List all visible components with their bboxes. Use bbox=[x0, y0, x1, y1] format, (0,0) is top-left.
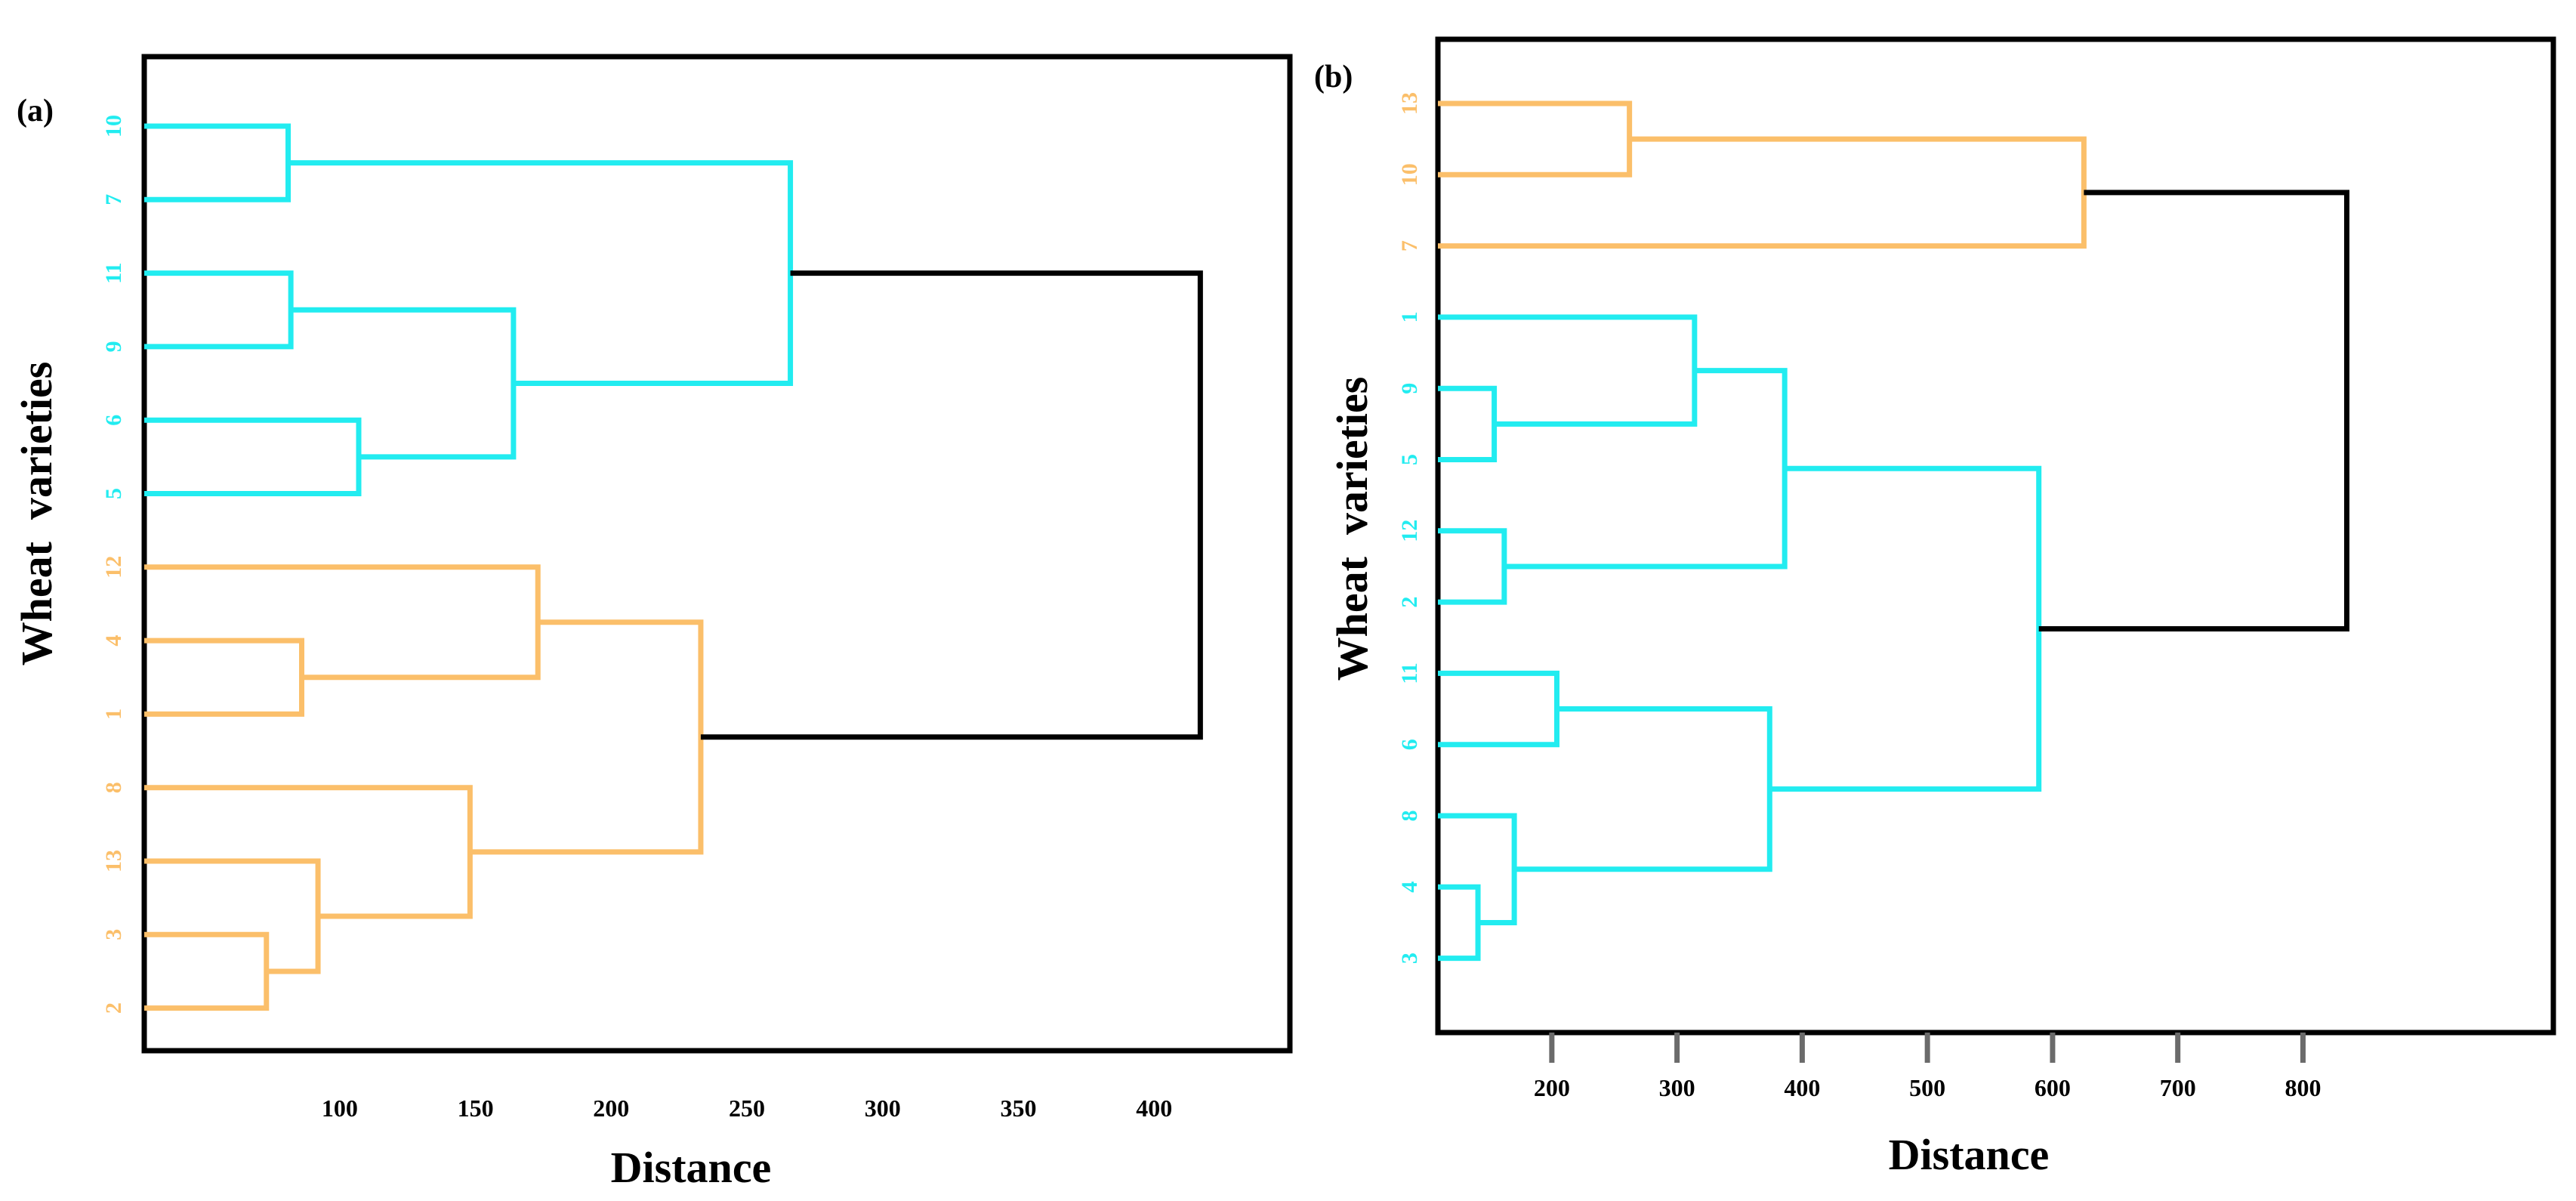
leaf-label: 12 bbox=[101, 556, 126, 579]
x-tick-label: 200 bbox=[1534, 1074, 1570, 1101]
leaf-label: 4 bbox=[1397, 881, 1422, 893]
x-axis-label-b: Distance bbox=[1889, 1130, 2050, 1179]
dendrogram-link bbox=[1438, 528, 1507, 605]
dendrogram-link bbox=[144, 270, 294, 350]
dendrogram-link bbox=[144, 931, 270, 1011]
dendrogram-panel-b: (b) Wheat varieties 13 10 7 1 9 5 12 2 11 6 8 4 3 20… bbox=[1314, 36, 2556, 1179]
dendrogram-link bbox=[144, 417, 362, 496]
leaf-label: 12 bbox=[1397, 520, 1422, 542]
x-tick-label: 500 bbox=[1909, 1074, 1945, 1101]
x-tick-label: 800 bbox=[2284, 1074, 2321, 1101]
dendrogram-link bbox=[144, 123, 292, 202]
leaf-label: 3 bbox=[1397, 952, 1422, 964]
leaf-labels-b: 13 10 7 1 9 5 12 2 11 6 8 4 3 bbox=[1397, 92, 1422, 964]
leaf-label: 10 bbox=[101, 115, 126, 137]
x-tick-label: 300 bbox=[1659, 1074, 1695, 1101]
leaf-label: 1 bbox=[1397, 311, 1422, 323]
x-tick-label: 150 bbox=[458, 1094, 494, 1122]
dendrogram-link bbox=[144, 858, 321, 974]
x-axis-label-a: Distance bbox=[611, 1143, 772, 1192]
leaf-label: 6 bbox=[1397, 739, 1422, 750]
leaf-label: 8 bbox=[1397, 810, 1422, 822]
leaf-label: 10 bbox=[1397, 163, 1422, 186]
leaf-label: 13 bbox=[1397, 92, 1422, 115]
dendrogram-link bbox=[1504, 368, 1788, 570]
dendrogram-links-b bbox=[1438, 100, 2349, 962]
panel-label-b: (b) bbox=[1314, 60, 1353, 94]
dendrogram-link bbox=[1514, 706, 1772, 872]
dendrogram-link bbox=[1438, 670, 1559, 748]
dendrogram-link bbox=[291, 307, 517, 460]
x-tick-label: 250 bbox=[729, 1094, 765, 1122]
leaf-label: 2 bbox=[1397, 597, 1422, 608]
dendrogram-link bbox=[144, 638, 304, 717]
dendrogram-link bbox=[470, 619, 704, 855]
leaf-label: 13 bbox=[101, 850, 126, 872]
leaf-label: 11 bbox=[101, 262, 126, 283]
x-tick-label: 600 bbox=[2035, 1074, 2071, 1101]
x-ticks-a: 100 150 200 250 300 350 400 bbox=[322, 1094, 1172, 1122]
leaf-label: 2 bbox=[101, 1002, 126, 1014]
plot-frame-a bbox=[141, 54, 1293, 1054]
leaf-labels-a: 10 7 11 9 6 5 12 4 1 8 13 3 2 bbox=[101, 115, 126, 1014]
leaf-label: 11 bbox=[1397, 662, 1422, 684]
dendrogram-links-a bbox=[144, 123, 1203, 1011]
leaf-label: 4 bbox=[101, 635, 126, 647]
leaf-label: 5 bbox=[1397, 454, 1422, 465]
dendrogram-link bbox=[700, 270, 1203, 740]
plot-frame-b bbox=[1435, 36, 2556, 1036]
dendrogram-link bbox=[1438, 385, 1498, 462]
dendrogram-link bbox=[288, 160, 794, 387]
x-tick-label: 200 bbox=[593, 1094, 629, 1122]
dendrogram-link bbox=[1438, 884, 1481, 962]
y-axis-label-b: Wheat varieties bbox=[1328, 377, 1377, 681]
leaf-label: 8 bbox=[101, 782, 126, 793]
x-tick-label: 400 bbox=[1136, 1094, 1172, 1122]
leaf-label: 7 bbox=[101, 194, 126, 205]
dendrogram-link bbox=[2038, 190, 2349, 631]
leaf-label: 9 bbox=[101, 341, 126, 352]
leaf-label: 7 bbox=[1397, 240, 1422, 252]
dendrogram-link bbox=[144, 785, 473, 919]
x-ticks-b: 200 300 400 500 600 700 800 bbox=[1534, 1033, 2321, 1101]
dendrogram-link bbox=[1438, 100, 1633, 178]
dendrogram-link bbox=[1438, 314, 1698, 427]
y-axis-label-a: Wheat varieties bbox=[12, 362, 61, 666]
dendrogram-link bbox=[144, 564, 541, 681]
dendrogram-link bbox=[1438, 136, 2087, 249]
leaf-label: 6 bbox=[101, 415, 126, 426]
leaf-label: 5 bbox=[101, 488, 126, 499]
x-tick-label: 700 bbox=[2160, 1074, 2196, 1101]
leaf-label: 1 bbox=[101, 709, 126, 720]
x-tick-label: 350 bbox=[1001, 1094, 1037, 1122]
dendrogram-link bbox=[1769, 465, 2042, 792]
x-tick-label: 100 bbox=[322, 1094, 358, 1122]
panel-label-a: (a) bbox=[17, 94, 54, 128]
leaf-label: 9 bbox=[1397, 383, 1422, 394]
x-tick-label: 400 bbox=[1784, 1074, 1820, 1101]
x-tick-label: 300 bbox=[865, 1094, 901, 1122]
leaf-label: 3 bbox=[101, 929, 126, 940]
dendrogram-panel-a: (a) Wheat varieties 10 7 11 9 6 5 12 4 1 8 13 3 2 10… bbox=[12, 54, 1293, 1192]
